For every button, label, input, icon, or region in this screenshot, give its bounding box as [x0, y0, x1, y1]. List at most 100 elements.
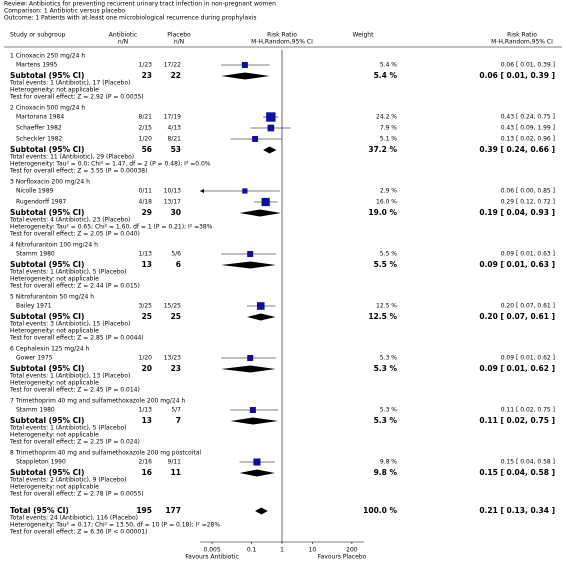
column-header: M-H,Random,95% CI — [491, 39, 553, 46]
risk-ratio: 0.11 [ 0.02, 0.75 ] — [501, 407, 555, 414]
placebo-n: 30 — [171, 208, 181, 217]
subtotal-label: Subtotal (95% CI) — [10, 71, 84, 80]
summary-diamond — [239, 469, 275, 477]
summary-diamond — [246, 313, 276, 321]
placebo-n: 10/13 — [164, 188, 181, 195]
placebo-n: 13/17 — [164, 199, 181, 206]
risk-ratio: 0.15 [ 0.04, 0.58 ] — [501, 459, 555, 466]
subgroup-note: Test for overall effect: Z = 2.78 (P = 0… — [9, 491, 144, 498]
subtotal-label: Subtotal (95% CI) — [10, 468, 84, 477]
antibiotic-n: 1/23 — [139, 62, 153, 69]
subgroup-title: 1 Cinoxacin 250 mg/24 h — [10, 53, 85, 60]
antibiotic-n: 13 — [142, 260, 152, 269]
subtotal-label: Total (95% CI) — [10, 506, 69, 515]
subgroup-note: Test for overall effect: Z = 2.05 (P = 0… — [9, 231, 140, 238]
risk-ratio: 0.09 [ 0.01, 0.62 ] — [479, 364, 555, 373]
comparison: Comparison: 1 Antibiotic versus placebo — [4, 8, 125, 15]
total-note: Heterogeneity: Tau² = 0.17; Chi² = 13.50… — [10, 522, 220, 529]
subgroup-note: Total events: 1 (Antibiotic), 17 (Placeb… — [9, 80, 130, 87]
weight: 12.5 % — [376, 303, 397, 310]
subgroup-title: 4 Nitrofurantoin 100 mg/24 h — [10, 242, 98, 249]
total-note: Test for overall effect: Z = 6.36 (P < 0… — [9, 529, 147, 536]
column-header: Study or subgroup — [10, 32, 66, 39]
risk-ratio: 0.11 [ 0.02, 0.75 ] — [479, 416, 555, 425]
study-square — [267, 124, 275, 132]
study-name: Gower 1975 — [16, 355, 53, 362]
placebo-n: 5/7 — [171, 407, 181, 414]
risk-ratio: 0.43 [ 0.24, 0.75 ] — [501, 114, 555, 121]
subgroup-note: Test for overall effect: Z = 2.44 (P = 0… — [9, 283, 140, 290]
summary-diamond — [221, 72, 270, 80]
study-square — [242, 188, 248, 194]
outcome: Outcome: 1 Patients with at least one mi… — [4, 15, 257, 22]
antibiotic-n: 2/16 — [139, 459, 153, 466]
study-name: Stamm 1980 — [16, 251, 55, 258]
study-name: Scheckler 1982 — [16, 136, 63, 143]
placebo-n: 5/6 — [171, 251, 181, 258]
summary-diamond — [221, 261, 276, 269]
subgroup-title: 7 Trimethoprim 40 mg and sulfamethoxazol… — [10, 398, 185, 405]
weight: 2.9 % — [380, 188, 397, 195]
weight: 5.5 % — [374, 260, 398, 269]
column-header: Placebo — [167, 32, 191, 39]
antibiotic-n: 3/25 — [139, 303, 153, 310]
subtotal-label: Subtotal (95% CI) — [10, 416, 84, 425]
x-tick-label: 200 — [346, 547, 358, 554]
study-name: Martens 1995 — [16, 62, 58, 69]
ci-arrow — [200, 189, 204, 193]
subgroup-title: 6 Cephalexin 125 mg/24 h — [10, 346, 90, 353]
weight: 5.3 % — [380, 407, 397, 414]
x-tick-label: 10 — [309, 547, 317, 554]
study-name: Bailey 1971 — [16, 303, 52, 310]
subgroup-note: Heterogeneity: not applicable — [10, 484, 99, 491]
study-square — [241, 61, 248, 69]
antibiotic-n: 23 — [142, 71, 152, 80]
antibiotic-n: 25 — [142, 312, 152, 321]
weight: 7.9 % — [380, 125, 397, 132]
antibiotic-n: 8/21 — [139, 114, 153, 121]
x-tick-label: 0.005 — [203, 547, 220, 554]
study-name: Rugendorff 1987 — [16, 199, 66, 206]
weight: 5.5 % — [380, 251, 397, 258]
summary-diamond — [221, 365, 276, 373]
review: Review: Antibiotics for preventing recur… — [4, 1, 276, 8]
study-square — [252, 136, 259, 142]
subtotal-label: Subtotal (95% CI) — [10, 364, 84, 373]
placebo-n: 13/23 — [164, 355, 181, 362]
weight: 9.8 % — [380, 459, 397, 466]
subgroup-note: Total events: 1 (Antibiotic), 5 (Placebo… — [9, 425, 127, 432]
antibiotic-n: 2/15 — [139, 125, 153, 132]
subtotal-label: Subtotal (95% CI) — [10, 260, 84, 269]
placebo-n: 11 — [171, 468, 181, 477]
placebo-n: 15/25 — [164, 303, 181, 310]
placebo-n: 7 — [176, 416, 181, 425]
risk-ratio: 0.20 [ 0.07, 0.61 ] — [479, 312, 555, 321]
risk-ratio: 0.43 [ 0.09, 1.99 ] — [501, 125, 555, 132]
antibiotic-n: 1/20 — [139, 136, 153, 143]
subgroup-note: Total events: 3 (Antibiotic), 15 (Placeb… — [9, 321, 130, 328]
antibiotic-n: 16 — [142, 468, 152, 477]
antibiotic-n: 1/13 — [139, 407, 153, 414]
placebo-n: 8/21 — [168, 136, 182, 143]
risk-ratio: 0.06 [ 0.01, 0.39 ] — [501, 62, 555, 69]
risk-ratio: 0.19 [ 0.04, 0.93 ] — [479, 208, 555, 217]
risk-ratio: 0.09 [ 0.01, 0.63 ] — [501, 251, 555, 258]
subgroup-note: Heterogeneity: not applicable — [10, 87, 99, 94]
antibiotic-n: 0/11 — [139, 188, 153, 195]
risk-ratio: 0.13 [ 0.02, 0.96 ] — [501, 136, 555, 143]
subgroup-note: Test for overall effect: Z = 2.45 (P = 0… — [9, 387, 140, 394]
study-name: Nicolle 1989 — [16, 188, 54, 195]
subgroup-note: Test for overall effect: Z = 2.85 (P = 0… — [9, 335, 144, 342]
risk-ratio: 0.09 [ 0.01, 0.62 ] — [501, 355, 555, 362]
summary-diamond — [239, 209, 282, 217]
placebo-n: 23 — [171, 364, 181, 373]
subtotal-label: Subtotal (95% CI) — [10, 312, 84, 321]
antibiotic-n: 13 — [142, 416, 152, 425]
total-note: Total events: 24 (Antibiotic), 116 (Plac… — [9, 515, 138, 522]
risk-ratio: 0.06 [ 0.01, 0.39 ] — [479, 71, 555, 80]
antibiotic-n: 4/18 — [139, 199, 153, 206]
summary-diamond — [255, 507, 268, 515]
weight: 5.1 % — [380, 136, 397, 143]
summary-diamond — [230, 417, 279, 425]
